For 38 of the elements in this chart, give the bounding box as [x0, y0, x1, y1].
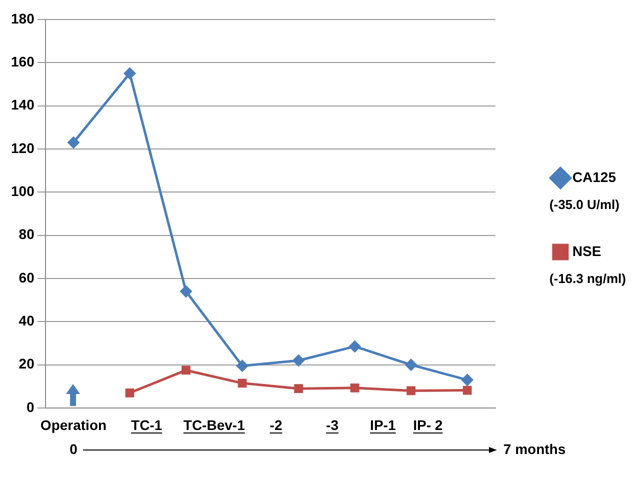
point	[125, 388, 134, 398]
point	[124, 68, 136, 80]
text: -3	[326, 417, 339, 433]
point	[350, 383, 360, 392]
text: TC-1	[131, 417, 162, 433]
y-tick-label: 20	[18, 356, 35, 372]
point	[462, 386, 472, 395]
point	[182, 366, 190, 375]
text: (-35.0 U/ml)	[549, 197, 620, 212]
legend-label: CA125	[572, 168, 616, 185]
point	[406, 386, 416, 396]
y-tick-label: 160	[11, 53, 35, 70]
legend-label: NSE	[572, 242, 602, 259]
y-tick-label: 120	[11, 140, 35, 156]
text: -2	[270, 417, 282, 433]
point	[349, 340, 361, 352]
point	[292, 354, 304, 366]
point	[462, 374, 474, 386]
text: (-16.3 ng/ml)	[549, 271, 626, 286]
point	[294, 384, 303, 393]
point	[180, 286, 192, 298]
text: 0	[70, 441, 78, 457]
text: IP- 2	[413, 417, 443, 433]
y-tick-label: 40	[18, 312, 35, 329]
point	[238, 378, 247, 388]
point	[405, 359, 417, 371]
text: IP-1	[370, 417, 396, 433]
y-tick-label: 140	[11, 96, 35, 113]
text: Operation	[40, 417, 107, 433]
y-tick-label: 0	[26, 398, 35, 415]
text: 7 months	[503, 441, 566, 457]
y-tick-label: 80	[18, 226, 35, 242]
point	[236, 360, 248, 372]
point	[68, 136, 80, 148]
text: TC-Bev-1	[183, 417, 246, 433]
y-tick-label: 100	[11, 182, 35, 199]
y-tick-label: 60	[18, 269, 35, 286]
y-tick-label: 180	[11, 10, 35, 26]
